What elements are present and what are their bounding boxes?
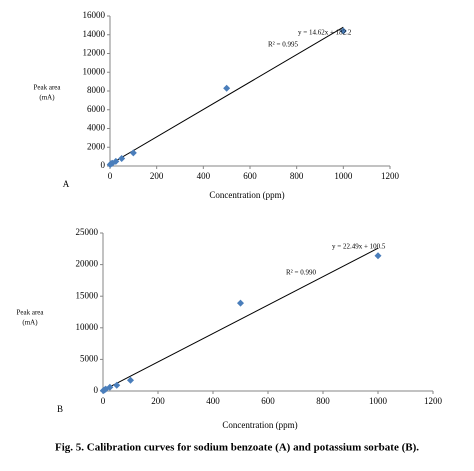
data-point [127, 376, 134, 384]
trend-equation: y = 14.62x + 182.2 [298, 29, 352, 37]
y-tick-label: 25000 [76, 227, 99, 237]
y-tick-label: 0 [94, 385, 99, 395]
y-tick-label: 15000 [76, 290, 99, 300]
panel-label: B [57, 404, 63, 414]
y-axis-label: Peak area [16, 309, 44, 317]
x-tick-label: 400 [206, 396, 220, 406]
data-point [118, 155, 126, 162]
y-tick-label: 14000 [83, 29, 106, 39]
x-tick-label: 1200 [424, 396, 443, 406]
trendline [103, 247, 379, 391]
data-point [106, 383, 114, 391]
y-axis-unit: (mA) [39, 94, 55, 102]
y-tick-label: 5000 [80, 353, 99, 363]
data-point [237, 299, 244, 307]
data-point [339, 27, 347, 35]
x-tick-label: 600 [261, 396, 275, 406]
x-tick-label: 200 [151, 396, 165, 406]
y-tick-label: 12000 [83, 48, 106, 58]
x-tick-label: 800 [290, 171, 304, 181]
y-tick-label: 6000 [87, 104, 106, 114]
data-point [374, 252, 382, 260]
y-tick-label: 16000 [83, 10, 106, 20]
data-point [129, 149, 137, 157]
y-tick-label: 20000 [76, 259, 99, 269]
y-tick-label: 2000 [87, 141, 106, 151]
y-tick-label: 8000 [87, 85, 106, 95]
x-tick-label: 800 [316, 396, 330, 406]
trend-equation: y = 22.49x + 100.5 [332, 243, 386, 251]
x-tick-label: 600 [243, 171, 257, 181]
caption: Fig. 5. Calibration curves for sodium be… [55, 442, 419, 454]
y-axis-unit: (mA) [22, 319, 38, 327]
x-tick-label: 0 [101, 396, 106, 406]
x-tick-label: 1000 [369, 396, 388, 406]
y-tick-label: 0 [101, 160, 106, 170]
x-tick-label: 0 [108, 171, 113, 181]
y-tick-label: 4000 [87, 123, 106, 133]
x-tick-label: 400 [197, 171, 211, 181]
panel-label: A [63, 179, 70, 189]
r-squared: R² = 0.995 [268, 41, 298, 49]
r-squared: R² = 0.990 [286, 269, 316, 277]
data-point [223, 84, 231, 92]
x-axis-label: Concentration (ppm) [222, 420, 297, 430]
y-axis-label: Peak area [33, 84, 61, 92]
x-axis-label: Concentration (ppm) [209, 190, 284, 200]
trendline [109, 26, 344, 165]
y-tick-label: 10000 [76, 322, 99, 332]
x-tick-label: 1200 [381, 171, 400, 181]
data-point [113, 381, 121, 389]
y-tick-label: 10000 [83, 66, 106, 76]
x-tick-label: 200 [150, 171, 164, 181]
data-point [112, 157, 120, 165]
x-tick-label: 1000 [334, 171, 353, 181]
